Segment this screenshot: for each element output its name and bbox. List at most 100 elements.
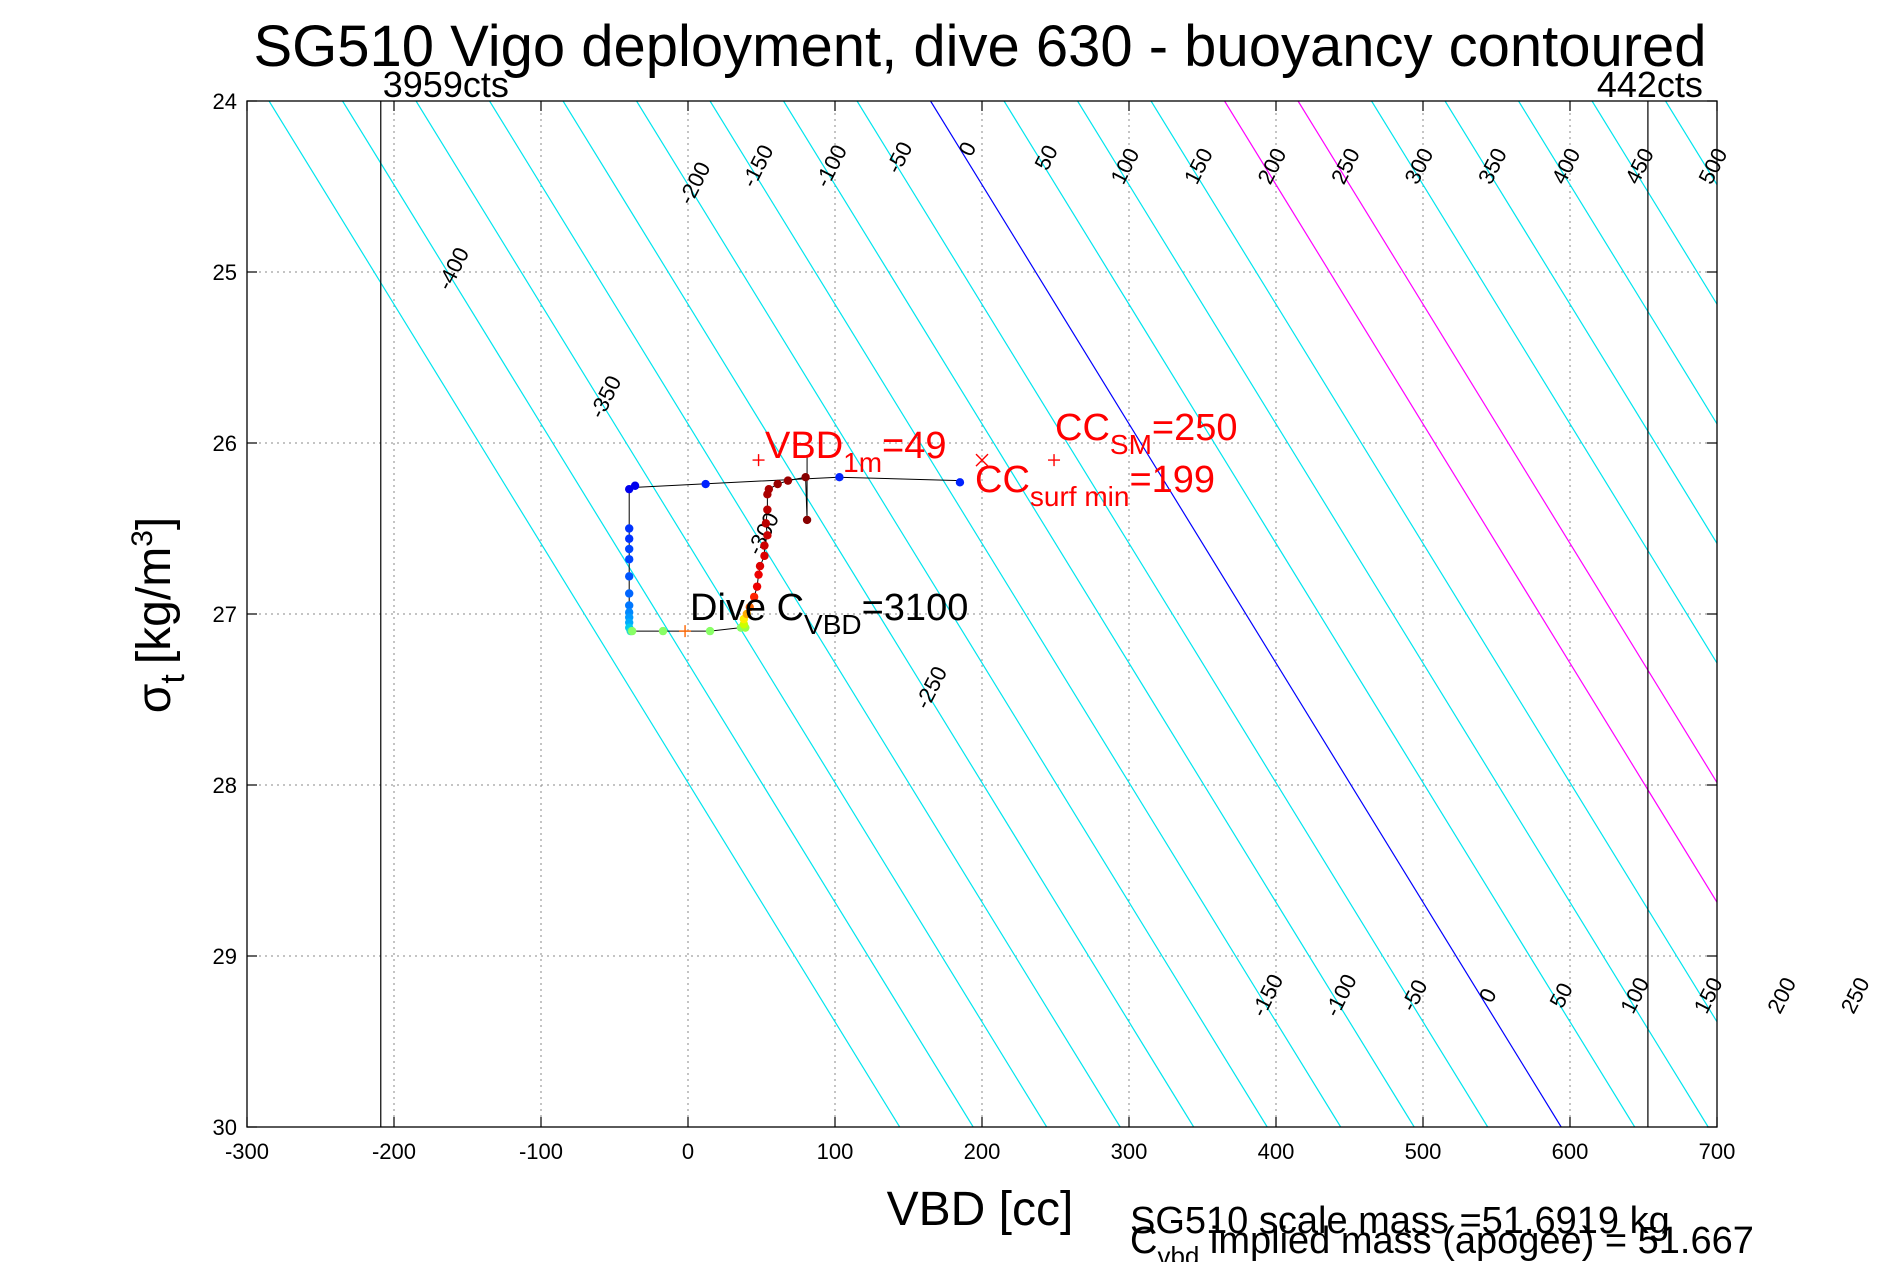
ccsm-val: =250 [1152,407,1238,449]
implied-mass-note: Cvbd implied mass (apogee) = 51.667 [1130,1220,1754,1262]
profile-point [955,478,965,487]
cross-marker [975,453,989,467]
y-label-unit: [kg/m [128,547,181,664]
ccsurf-annotation: CCsurf min=199 [975,459,1215,512]
profile-point [625,572,634,581]
contour-line [930,101,1562,1127]
y-label-exp: 3 [126,530,159,547]
profile-point [705,626,715,636]
contour-label: 250 [1326,144,1365,188]
contour-line [1297,101,1717,784]
scale-mass-note: SG510 scale mass =51.6919 kg [1130,1200,1670,1242]
contour-labels: -400 -350 -300 -250 -200 -150 -100 -50 0 50 100 150… [432,138,1875,1021]
vbd1m-annotation: VBD1m=49 [765,425,947,478]
contour-label: -50 [881,138,918,178]
contour-label: -350 [584,372,626,423]
vbd1m-sub: 1m [843,447,882,478]
x-tick-label: 0 [682,1139,694,1164]
contour-label: -100 [1320,970,1362,1021]
contour-label: 500 [1693,144,1732,188]
contour-line [562,101,1195,1127]
contour-label: 0 [953,138,981,160]
profile-point [763,505,772,514]
profile-point [783,476,793,485]
contour-label: 50 [1544,979,1577,1012]
profile-point [701,479,710,489]
contour-line [1886,101,1891,1127]
ccsurf-val: =199 [1129,459,1215,501]
profile-point [625,534,634,543]
profile-point [625,601,634,610]
contour-line [1739,101,1891,1127]
markers [679,453,1061,638]
ccsm-annotation: CCSM=250 [1055,407,1237,460]
vbd-limit-label: 442cts [1597,64,1703,105]
contour-line [1003,101,1636,1127]
profile-point [835,473,844,482]
x-tick-label: -100 [519,1139,563,1164]
contour-line [489,101,1121,1127]
vbd1m-val: =49 [882,425,946,467]
contour-line [856,101,1489,1127]
contour-label: -150 [736,141,778,192]
plus-marker [679,625,692,638]
profile-point [755,561,765,571]
y-tick-label: 25 [213,260,237,285]
profile-point [760,541,769,550]
dive-main: Dive C [690,587,804,629]
implied-main: C [1130,1220,1157,1262]
contour-line [783,101,1415,1127]
profile-point [754,570,763,579]
contour-label: 50 [1029,141,1062,174]
contour-label: 0 [1474,984,1502,1006]
chart-title: SG510 Vigo deployment, dive 630 - buoyan… [253,14,1706,79]
contour-label: -50 [1396,976,1433,1016]
x-tick-label: 300 [1111,1139,1148,1164]
y-tick-label: 24 [213,89,237,114]
implied-rest: implied mass (apogee) = 51.667 [1199,1220,1754,1262]
y-tick-label: 28 [213,773,237,798]
dive-profile [625,456,965,636]
contour-line [342,101,974,1127]
y-tick-label: 29 [213,944,237,969]
x-tick-label: 400 [1258,1139,1295,1164]
contour-line [1077,101,1709,1127]
plus-marker [752,454,765,467]
contour-label: -300 [742,508,784,559]
contour-line [1371,101,1717,665]
contour-label: 200 [1762,973,1801,1017]
profile-point [802,515,812,525]
dive-cvbd-annotation: Dive CVBD=3100 [690,587,968,640]
y-axis-label: σt [kg/m3] [126,517,192,713]
dive-sub: VBD [804,609,862,640]
contour-label: 450 [1620,144,1659,188]
contour-line [636,101,1268,1127]
x-tick-label: 500 [1405,1139,1442,1164]
profile-point [625,555,634,564]
profile-point [764,484,774,494]
profile-point [625,544,634,554]
x-tick-label: 700 [1699,1139,1736,1164]
contour-label: -100 [810,141,852,192]
y-tick-label: 26 [213,431,237,456]
contour-line [1444,101,1717,545]
contour-label: -400 [432,243,474,294]
contour-line [1224,101,1717,904]
contour-label: 300 [1399,144,1438,188]
contour-label: -250 [910,662,952,713]
profile-point [658,626,668,636]
y-label-sigma: σ [128,684,181,714]
axis-ticks: -300 -200 -100 0 100 200 300 400 500 600 700242526… [213,89,1736,1164]
contour-label: 200 [1252,144,1291,188]
contour-line [1518,101,1717,426]
profile-point [749,592,759,602]
profile-point [752,582,762,591]
ccsurf-main: CC [975,459,1030,501]
contour-line [1150,101,1717,1023]
profile-point [761,519,771,528]
contour-line [709,101,1342,1127]
x-tick-label: 600 [1552,1139,1589,1164]
profile-point [801,473,810,482]
profile-point [630,481,640,490]
